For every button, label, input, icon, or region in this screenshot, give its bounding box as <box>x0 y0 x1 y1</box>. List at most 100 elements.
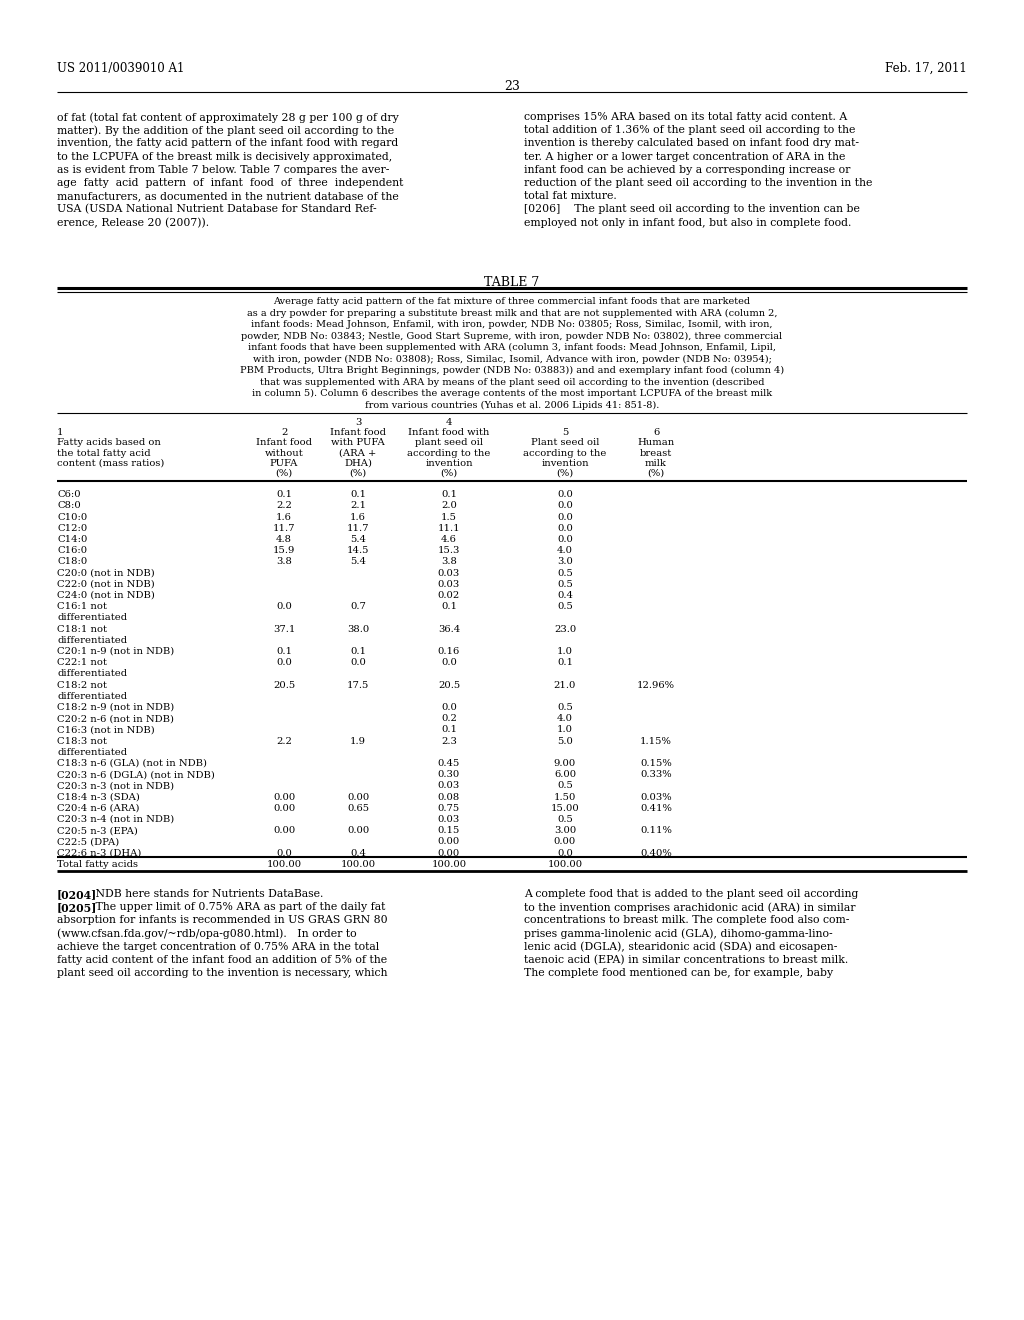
Text: C22:6 n-3 (DHA): C22:6 n-3 (DHA) <box>57 849 141 858</box>
Text: The complete food mentioned can be, for example, baby: The complete food mentioned can be, for … <box>524 968 834 978</box>
Text: 100.00: 100.00 <box>340 859 376 869</box>
Text: 38.0: 38.0 <box>347 624 369 634</box>
Text: Total fatty acids: Total fatty acids <box>57 859 138 869</box>
Text: 0.41%: 0.41% <box>640 804 672 813</box>
Text: C18:2 not: C18:2 not <box>57 681 106 689</box>
Text: 1.15%: 1.15% <box>640 737 672 746</box>
Text: 11.7: 11.7 <box>272 524 295 533</box>
Text: 5.4: 5.4 <box>350 535 366 544</box>
Text: differentiated: differentiated <box>57 636 127 644</box>
Text: plant seed oil according to the invention is necessary, which: plant seed oil according to the inventio… <box>57 968 387 978</box>
Text: 37.1: 37.1 <box>272 624 295 634</box>
Text: Human: Human <box>637 438 675 447</box>
Text: C8:0: C8:0 <box>57 502 81 511</box>
Text: 3.00: 3.00 <box>554 826 577 836</box>
Text: 1.0: 1.0 <box>557 726 573 734</box>
Text: 0.33%: 0.33% <box>640 770 672 779</box>
Text: 15.9: 15.9 <box>272 546 295 556</box>
Text: 0.00: 0.00 <box>272 804 295 813</box>
Text: ter. A higher or a lower target concentration of ARA in the: ter. A higher or a lower target concentr… <box>524 152 846 161</box>
Text: 0.15%: 0.15% <box>640 759 672 768</box>
Text: 0.65: 0.65 <box>347 804 369 813</box>
Text: 0.0: 0.0 <box>557 535 573 544</box>
Text: 2.1: 2.1 <box>350 502 366 511</box>
Text: 6: 6 <box>653 428 659 437</box>
Text: 0.5: 0.5 <box>557 781 573 791</box>
Text: 9.00: 9.00 <box>554 759 577 768</box>
Text: age  fatty  acid  pattern  of  infant  food  of  three  independent: age fatty acid pattern of infant food of… <box>57 178 403 187</box>
Text: 0.1: 0.1 <box>276 647 292 656</box>
Text: 0.1: 0.1 <box>276 490 292 499</box>
Text: 4.8: 4.8 <box>276 535 292 544</box>
Text: 0.0: 0.0 <box>557 524 573 533</box>
Text: according to the: according to the <box>408 449 490 458</box>
Text: taenoic acid (EPA) in similar concentrations to breast milk.: taenoic acid (EPA) in similar concentrat… <box>524 954 848 965</box>
Text: 0.2: 0.2 <box>441 714 457 723</box>
Text: Feb. 17, 2011: Feb. 17, 2011 <box>886 62 967 75</box>
Text: of fat (total fat content of approximately 28 g per 100 g of dry: of fat (total fat content of approximate… <box>57 112 398 123</box>
Text: content (mass ratios): content (mass ratios) <box>57 459 165 467</box>
Text: with PUFA: with PUFA <box>331 438 385 447</box>
Text: 0.03: 0.03 <box>438 579 460 589</box>
Text: absorption for infants is recommended in US GRAS GRN 80: absorption for infants is recommended in… <box>57 915 388 925</box>
Text: 100.00: 100.00 <box>548 859 583 869</box>
Text: 3.8: 3.8 <box>276 557 292 566</box>
Text: to the LCPUFA of the breast milk is decisively approximated,: to the LCPUFA of the breast milk is deci… <box>57 152 392 161</box>
Text: (%): (%) <box>275 469 293 478</box>
Text: reduction of the plant seed oil according to the invention in the: reduction of the plant seed oil accordin… <box>524 178 872 187</box>
Text: 4.0: 4.0 <box>557 546 573 556</box>
Text: (%): (%) <box>440 469 458 478</box>
Text: 100.00: 100.00 <box>431 859 467 869</box>
Text: C18:0: C18:0 <box>57 557 87 566</box>
Text: (ARA +: (ARA + <box>339 449 377 458</box>
Text: C24:0 (not in NDB): C24:0 (not in NDB) <box>57 591 155 601</box>
Text: A complete food that is added to the plant seed oil according: A complete food that is added to the pla… <box>524 888 858 899</box>
Text: (www.cfsan.fda.gov/~rdb/opa-g080.html).   In order to: (www.cfsan.fda.gov/~rdb/opa-g080.html). … <box>57 928 356 939</box>
Text: 0.16: 0.16 <box>438 647 460 656</box>
Text: C18:1 not: C18:1 not <box>57 624 106 634</box>
Text: differentiated: differentiated <box>57 614 127 623</box>
Text: lenic acid (DGLA), stearidonic acid (SDA) and eicosapen-: lenic acid (DGLA), stearidonic acid (SDA… <box>524 941 838 952</box>
Text: infant food can be achieved by a corresponding increase or: infant food can be achieved by a corresp… <box>524 165 850 174</box>
Text: 0.02: 0.02 <box>438 591 460 601</box>
Text: C20:5 n-3 (EPA): C20:5 n-3 (EPA) <box>57 826 138 836</box>
Text: 0.1: 0.1 <box>441 602 457 611</box>
Text: the total fatty acid: the total fatty acid <box>57 449 151 458</box>
Text: (%): (%) <box>349 469 367 478</box>
Text: 0.0: 0.0 <box>276 849 292 858</box>
Text: US 2011/0039010 A1: US 2011/0039010 A1 <box>57 62 184 75</box>
Text: 1: 1 <box>57 428 63 437</box>
Text: 0.4: 0.4 <box>350 849 366 858</box>
Text: 14.5: 14.5 <box>347 546 370 556</box>
Text: 0.0: 0.0 <box>350 659 366 667</box>
Text: infant foods: Mead Johnson, Enfamil, with iron, powder, NDB No: 03805; Ross, Sim: infant foods: Mead Johnson, Enfamil, wit… <box>251 319 773 329</box>
Text: C22:5 (DPA): C22:5 (DPA) <box>57 837 119 846</box>
Text: 20.5: 20.5 <box>438 681 460 689</box>
Text: prises gamma-linolenic acid (GLA), dihomo-gamma-lino-: prises gamma-linolenic acid (GLA), dihom… <box>524 928 833 939</box>
Text: invention, the fatty acid pattern of the infant food with regard: invention, the fatty acid pattern of the… <box>57 139 398 148</box>
Text: C10:0: C10:0 <box>57 512 87 521</box>
Text: C16:3 (not in NDB): C16:3 (not in NDB) <box>57 726 155 734</box>
Text: 2.0: 2.0 <box>441 502 457 511</box>
Text: 0.0: 0.0 <box>276 659 292 667</box>
Text: The upper limit of 0.75% ARA as part of the daily fat: The upper limit of 0.75% ARA as part of … <box>85 902 386 912</box>
Text: Fatty acids based on: Fatty acids based on <box>57 438 161 447</box>
Text: total fat mixture.: total fat mixture. <box>524 191 616 201</box>
Text: 0.5: 0.5 <box>557 579 573 589</box>
Text: C20:3 n-4 (not in NDB): C20:3 n-4 (not in NDB) <box>57 814 174 824</box>
Text: [0204]: [0204] <box>57 888 97 900</box>
Text: C18:3 not: C18:3 not <box>57 737 106 746</box>
Text: 3.8: 3.8 <box>441 557 457 566</box>
Text: without: without <box>264 449 303 458</box>
Text: 0.1: 0.1 <box>350 647 366 656</box>
Text: 11.7: 11.7 <box>347 524 370 533</box>
Text: 0.1: 0.1 <box>350 490 366 499</box>
Text: 0.03: 0.03 <box>438 781 460 791</box>
Text: 0.0: 0.0 <box>276 602 292 611</box>
Text: 0.0: 0.0 <box>557 849 573 858</box>
Text: 0.03: 0.03 <box>438 569 460 578</box>
Text: NDB here stands for Nutrients DataBase.: NDB here stands for Nutrients DataBase. <box>85 888 324 899</box>
Text: USA (USDA National Nutrient Database for Standard Ref-: USA (USDA National Nutrient Database for… <box>57 205 377 215</box>
Text: fatty acid content of the infant food an addition of 5% of the: fatty acid content of the infant food an… <box>57 954 387 965</box>
Text: C20:4 n-6 (ARA): C20:4 n-6 (ARA) <box>57 804 139 813</box>
